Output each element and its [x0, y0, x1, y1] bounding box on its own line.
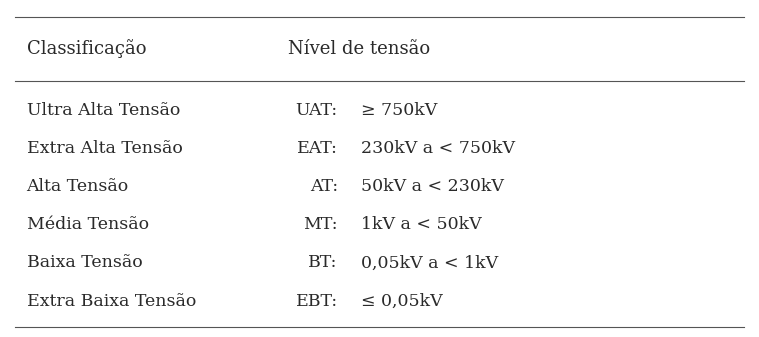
Text: ≥ 750kV: ≥ 750kV: [361, 101, 436, 119]
Text: Nível de tensão: Nível de tensão: [288, 40, 430, 58]
Text: EAT:: EAT:: [297, 140, 338, 157]
Text: EBT:: EBT:: [295, 293, 338, 310]
Text: UAT:: UAT:: [295, 101, 338, 119]
Text: 1kV a < 50kV: 1kV a < 50kV: [361, 216, 481, 233]
Text: BT:: BT:: [308, 254, 338, 271]
Text: Ultra Alta Tensão: Ultra Alta Tensão: [27, 101, 180, 119]
Text: Extra Baixa Tensão: Extra Baixa Tensão: [27, 293, 196, 310]
Text: AT:: AT:: [310, 178, 338, 195]
Text: Classificação: Classificação: [27, 39, 146, 58]
Text: 0,05kV a < 1kV: 0,05kV a < 1kV: [361, 254, 498, 271]
Text: 50kV a < 230kV: 50kV a < 230kV: [361, 178, 503, 195]
Text: Extra Alta Tensão: Extra Alta Tensão: [27, 140, 182, 157]
Text: Média Tensão: Média Tensão: [27, 216, 149, 233]
Text: MT:: MT:: [304, 216, 338, 233]
Text: 230kV a < 750kV: 230kV a < 750kV: [361, 140, 515, 157]
Text: Alta Tensão: Alta Tensão: [27, 178, 129, 195]
Text: Baixa Tensão: Baixa Tensão: [27, 254, 143, 271]
Text: ≤ 0,05kV: ≤ 0,05kV: [361, 293, 442, 310]
